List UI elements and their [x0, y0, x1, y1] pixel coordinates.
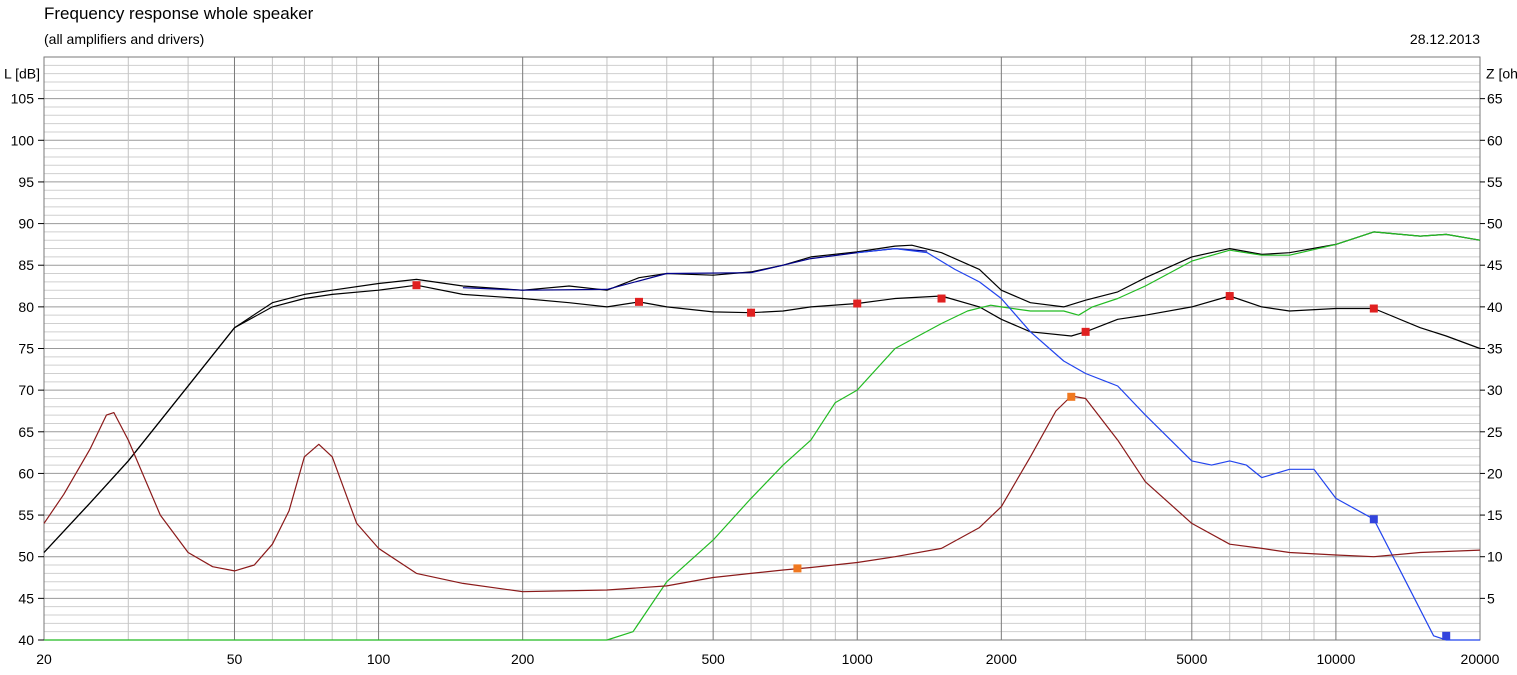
series-marker-2	[1081, 327, 1090, 336]
chart-grid	[43, 56, 1481, 641]
y2-tick-label: 45	[1487, 257, 1503, 273]
y-tick-label: 85	[18, 257, 34, 273]
y2-tick-label: 25	[1487, 424, 1503, 440]
x-tick-label: 100	[367, 651, 391, 667]
y-tick-label: 45	[18, 590, 34, 606]
series-marker-2	[635, 297, 644, 306]
series-line-3	[44, 231, 1481, 641]
series-marker-2	[1369, 304, 1378, 313]
y-tick-label: 105	[11, 91, 35, 107]
y-tick-label: 50	[18, 549, 34, 565]
y-tick-label: 75	[18, 341, 34, 357]
x-tick-label: 10000	[1316, 651, 1355, 667]
y2-tick-label: 60	[1487, 132, 1503, 148]
x-tick-label: 50	[227, 651, 243, 667]
series-line-4	[857, 248, 1480, 641]
series-line-5	[43, 395, 1481, 593]
chart-markers	[412, 281, 1451, 640]
y2-tick-label: 50	[1487, 216, 1503, 232]
y-axis-label: L [dB]	[4, 66, 40, 82]
y2-tick-label: 65	[1487, 91, 1503, 107]
y2-tick-label: 35	[1487, 341, 1503, 357]
y-tick-label: 90	[18, 216, 34, 232]
y2-tick-label: 10	[1487, 549, 1503, 565]
y2-tick-label: 30	[1487, 382, 1503, 398]
chart-axis-labels: 20 50 100 200 500 1000 2000 5000 10000 20000 40 45 5…	[4, 66, 1517, 667]
y2-axis-label: Z [ohm]	[1486, 66, 1517, 82]
x-tick-label: 2000	[986, 651, 1017, 667]
series-marker-2	[1225, 292, 1234, 301]
y2-tick-label: 15	[1487, 507, 1503, 523]
series-marker-2	[853, 299, 862, 308]
measurement-date: 28.12.2013	[1409, 31, 1480, 47]
y2-tick-label: 40	[1487, 299, 1503, 315]
y-tick-label: 65	[18, 424, 34, 440]
series-marker-4	[1442, 631, 1451, 640]
chart-title: Frequency response whole speaker	[44, 4, 314, 23]
series-marker-4	[1369, 515, 1378, 524]
series-line-0	[43, 231, 1481, 553]
x-tick-label: 1000	[842, 651, 873, 667]
y2-tick-label: 55	[1487, 174, 1503, 190]
x-tick-label: 200	[511, 651, 535, 667]
y-tick-label: 40	[18, 632, 34, 648]
series-marker-2	[937, 294, 946, 303]
series-marker-2	[747, 308, 756, 317]
y-tick-label: 95	[18, 174, 34, 190]
series-marker-5	[793, 564, 802, 573]
y2-tick-label: 5	[1487, 590, 1495, 606]
y-tick-label: 80	[18, 299, 34, 315]
series-marker-5	[1067, 392, 1076, 401]
x-tick-label: 5000	[1176, 651, 1207, 667]
chart-subtitle: (all amplifiers and drivers)	[44, 31, 205, 47]
x-tick-label: 20000	[1461, 651, 1500, 667]
series-marker-2	[412, 281, 421, 290]
series-line-2	[43, 284, 1481, 553]
y-tick-label: 100	[11, 132, 35, 148]
y-tick-label: 70	[18, 382, 34, 398]
x-tick-label: 20	[36, 651, 52, 667]
chart-series	[43, 231, 1481, 641]
y2-tick-label: 20	[1487, 465, 1503, 481]
x-tick-label: 500	[701, 651, 725, 667]
y-tick-label: 60	[18, 465, 34, 481]
y-tick-label: 55	[18, 507, 34, 523]
